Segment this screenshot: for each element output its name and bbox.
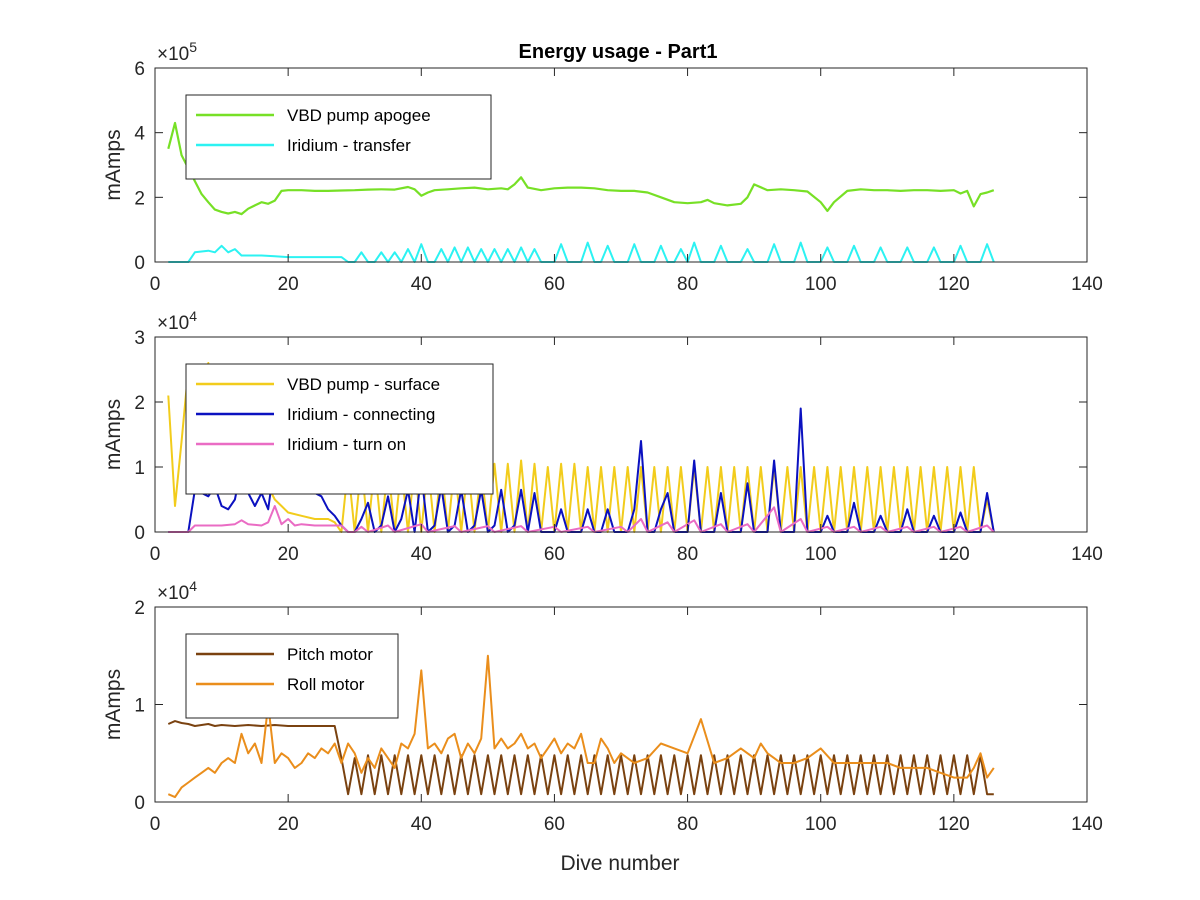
legend-entry: Pitch motor	[287, 645, 373, 664]
x-tick-label: 100	[805, 814, 837, 835]
y-tick-label: 1	[134, 696, 145, 717]
x-tick-label: 20	[278, 814, 299, 835]
legend-entry: VBD pump apogee	[287, 106, 431, 125]
x-tick-label: 60	[544, 544, 565, 565]
x-tick-label: 120	[938, 814, 970, 835]
legend-entry: VBD pump - surface	[287, 375, 440, 394]
axes-box	[154, 336, 1088, 533]
legend-entry: Roll motor	[287, 675, 365, 694]
x-tick-label: 0	[150, 814, 161, 835]
y-tick-label: 2	[134, 188, 145, 209]
legend: Pitch motor Roll motor	[185, 633, 399, 719]
y-tick-label: 0	[134, 793, 145, 814]
series-line-2-1	[167, 362, 995, 533]
legend-box	[185, 363, 494, 495]
series-line-3-2	[167, 654, 995, 799]
x-axis-label: Dive number	[560, 852, 679, 875]
legend-entry: Iridium - connecting	[287, 405, 435, 424]
y-tick-label: 2	[134, 393, 145, 414]
y-tick-label: 1	[134, 458, 145, 479]
y-axis-label: mAmps	[102, 669, 125, 740]
y-tick-label: 0	[134, 523, 145, 544]
y-tick-label: 6	[134, 59, 145, 80]
legend-entry: Iridium - transfer	[287, 136, 411, 155]
axes-box	[154, 67, 1088, 263]
y-axis-label: mAmps	[102, 399, 125, 470]
x-tick-label: 40	[411, 274, 432, 295]
x-tick-label: 100	[805, 544, 837, 565]
series-line-3-1	[167, 720, 994, 796]
y-axis-label: mAmps	[102, 129, 125, 200]
x-tick-label: 60	[544, 274, 565, 295]
y-exponent-power: 4	[189, 578, 197, 594]
x-tick-label: 80	[677, 274, 698, 295]
x-tick-label: 80	[677, 544, 698, 565]
x-tick-label: 40	[411, 544, 432, 565]
legend: VBD pump apogee Iridium - transfer	[185, 94, 492, 180]
chart-title: Energy usage - Part1	[519, 41, 718, 63]
y-tick-label: 3	[134, 328, 145, 349]
x-tick-label: 140	[1071, 814, 1103, 835]
x-tick-label: 140	[1071, 544, 1103, 565]
x-tick-label: 120	[938, 544, 970, 565]
x-tick-label: 0	[150, 544, 161, 565]
x-tick-label: 80	[677, 814, 698, 835]
y-tick-label: 2	[134, 598, 145, 619]
y-tick-label: 4	[134, 124, 145, 145]
y-tick-label: 0	[134, 253, 145, 274]
legend-box	[185, 94, 492, 180]
legend-box	[185, 633, 399, 719]
x-tick-label: 60	[544, 814, 565, 835]
x-tick-label: 20	[278, 544, 299, 565]
legend: VBD pump - surface Iridium - connecting Ir…	[185, 363, 494, 495]
x-tick-label: 120	[938, 274, 970, 295]
x-tick-label: 0	[150, 274, 161, 295]
x-tick-label: 40	[411, 814, 432, 835]
y-exponent-power: 5	[189, 39, 197, 55]
legend-entry: Iridium - turn on	[287, 435, 406, 454]
x-tick-label: 20	[278, 274, 299, 295]
x-tick-label: 100	[805, 274, 837, 295]
y-exponent-power: 4	[189, 308, 197, 324]
x-tick-label: 140	[1071, 274, 1103, 295]
series-line-1-1	[167, 121, 995, 216]
